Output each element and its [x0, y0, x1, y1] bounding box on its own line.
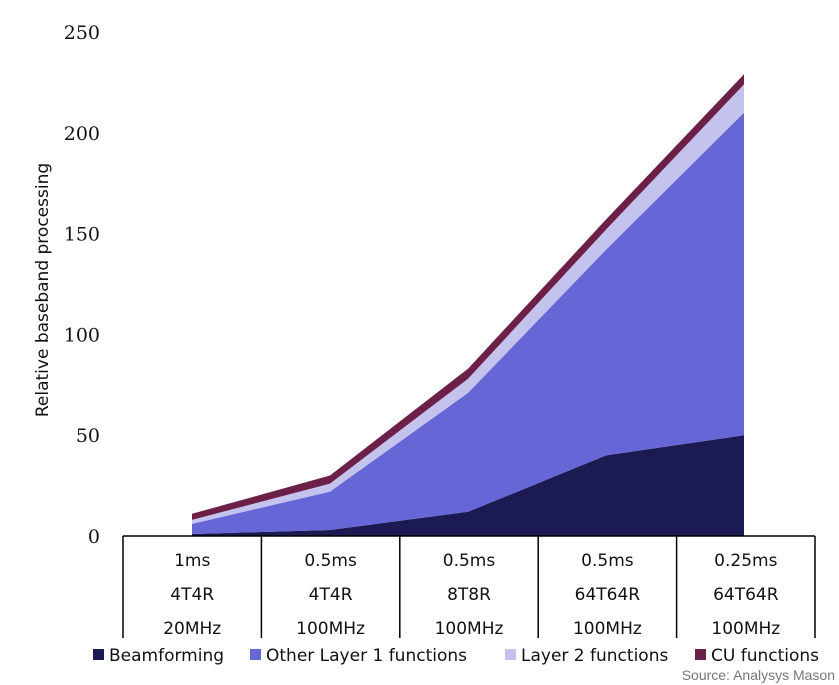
y-tick-label: 100	[64, 324, 100, 346]
legend-label: Beamforming	[109, 646, 224, 666]
category-label: 4T4R	[170, 585, 214, 605]
y-tick-label: 250	[64, 22, 100, 44]
y-tick-label: 0	[88, 526, 100, 548]
legend-label: Other Layer 1 functions	[266, 646, 467, 666]
y-tick-label: 150	[64, 224, 100, 246]
legend-label: CU functions	[711, 646, 819, 666]
category-label: 8T8R	[447, 585, 491, 605]
category-label: 100MHz	[435, 619, 504, 639]
category-label: 0.5ms	[581, 551, 634, 571]
legend: Beamforming Other Layer 1 functions Layer …	[93, 646, 819, 666]
legend-swatch	[93, 649, 104, 660]
area-series-1	[192, 435, 744, 536]
category-label: 64T64R	[575, 585, 641, 605]
category-label: 1ms	[174, 551, 210, 571]
y-tick-label: 50	[76, 425, 100, 447]
category-label: 20MHz	[163, 619, 221, 639]
area-series-2	[192, 112, 744, 534]
y-axis-label: Relative baseband processing	[33, 163, 53, 417]
category-label: 64T64R	[713, 585, 779, 605]
source-note: Source: Analysys Mason	[682, 667, 835, 683]
legend-label: Layer 2 functions	[521, 646, 668, 666]
legend-swatch	[505, 649, 516, 660]
category-table: 1ms 4T4R 20MHz 0.5ms 4T4R 100MHz 0.5ms 8T8R 100M…	[122, 535, 816, 639]
legend-swatch	[695, 649, 706, 660]
category-label: 100MHz	[573, 619, 642, 639]
category-label: 100MHz	[296, 619, 365, 639]
category-label: 100MHz	[711, 619, 780, 639]
legend-swatch	[250, 649, 261, 660]
chart-areas	[192, 74, 744, 536]
category-label: 0.5ms	[443, 551, 496, 571]
category-label: 0.5ms	[304, 551, 357, 571]
y-tick-label: 200	[64, 123, 100, 145]
category-label: 4T4R	[309, 585, 353, 605]
y-axis-ticks: 0 50 100 150 200 250	[64, 22, 100, 548]
category-label: 0.25ms	[714, 551, 777, 571]
